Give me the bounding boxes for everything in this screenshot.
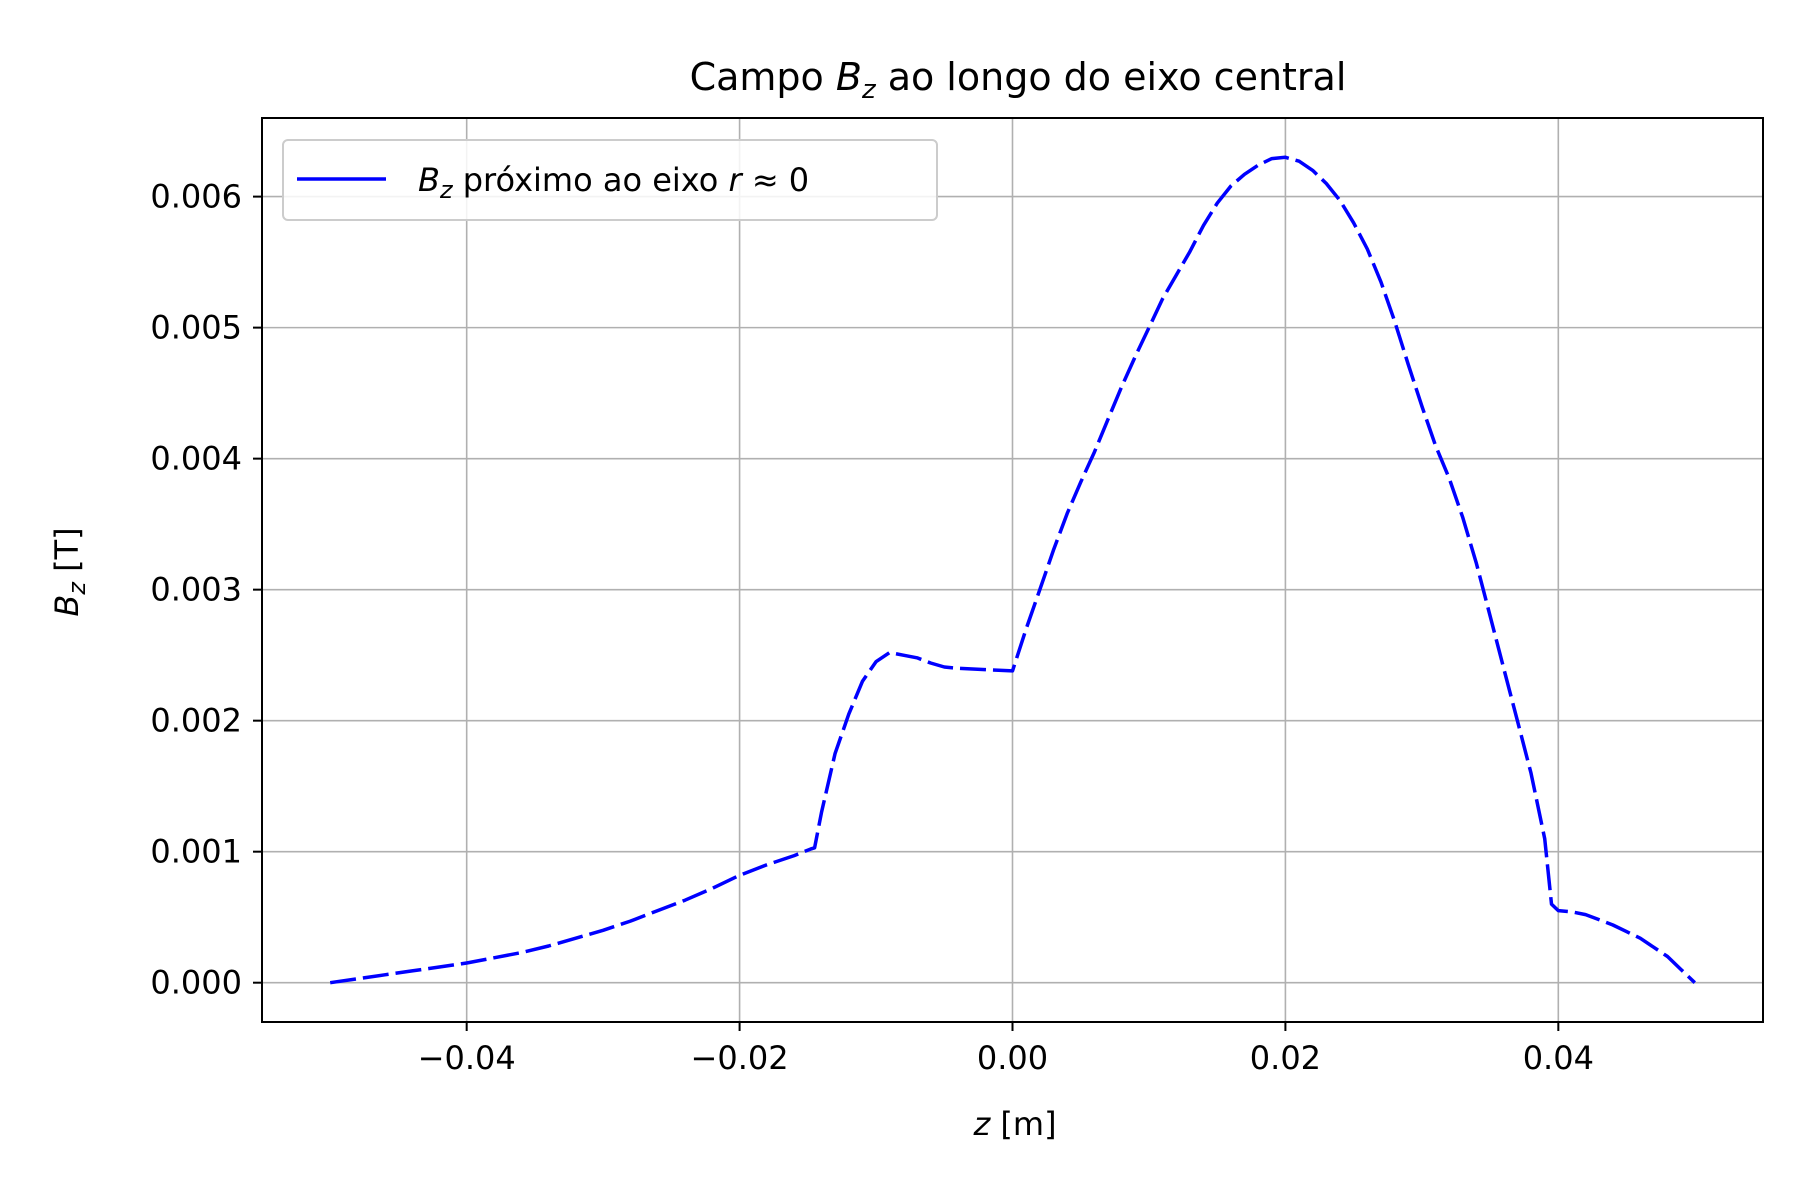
legend-box xyxy=(282,139,938,221)
x-axis-unit: [m] xyxy=(990,1105,1056,1143)
x-axis-symbol: z xyxy=(972,1105,991,1143)
ticks: −0.04 −0.02 0.00 0.02 0.04 0.000 0.001 0.002 0.0… xyxy=(150,178,1594,1077)
legend-text: próximo ao eixo xyxy=(453,161,729,199)
y-axis-subscript: z xyxy=(63,581,91,596)
title-symbol: B xyxy=(836,55,862,99)
y-axis-unit: [T] xyxy=(48,527,86,582)
legend-r-symbol: r xyxy=(728,161,743,199)
legend-approx: ≈ 0 xyxy=(742,161,810,199)
legend-label: Bz próximo ao eixo r ≈ 0 xyxy=(418,161,809,204)
legend-subscript: z xyxy=(439,176,454,204)
series-line xyxy=(329,155,1697,985)
y-axis-symbol: B xyxy=(48,595,86,617)
y-tick-label: 0.002 xyxy=(150,702,242,740)
grid xyxy=(262,118,1763,1022)
x-tick-label: 0.02 xyxy=(1250,1039,1321,1077)
x-tick-label: −0.02 xyxy=(691,1039,789,1077)
legend: Bz próximo ao eixo r ≈ 0 xyxy=(282,139,938,221)
y-tick-label: 0.003 xyxy=(150,571,242,609)
y-tick-label: 0.001 xyxy=(150,833,242,871)
x-tick-label: 0.00 xyxy=(977,1039,1048,1077)
y-tick-label: 0.004 xyxy=(150,440,242,478)
title-subscript: z xyxy=(861,75,877,105)
y-axis-label: Bz [T] xyxy=(48,527,91,616)
x-tick-label: −0.04 xyxy=(418,1039,516,1077)
chart-title: Campo Bz ao longo do eixo central xyxy=(690,55,1347,105)
y-tick-label: 0.006 xyxy=(150,178,242,216)
x-tick-label: 0.04 xyxy=(1523,1039,1594,1077)
legend-symbol: B xyxy=(418,161,440,199)
title-text-2: ao longo do eixo central xyxy=(876,55,1347,99)
x-axis-label: z [m] xyxy=(972,1105,1056,1143)
series-layer xyxy=(329,155,1697,985)
y-tick-label: 0.005 xyxy=(150,309,242,347)
y-tick-label: 0.000 xyxy=(150,964,242,1002)
title-text-1: Campo xyxy=(690,55,836,99)
